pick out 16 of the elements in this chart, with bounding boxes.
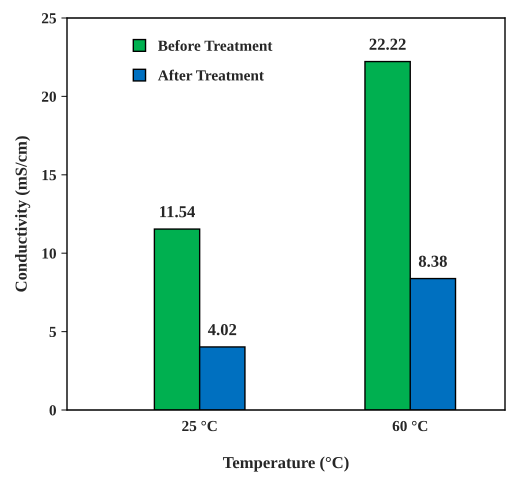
y-tick-label: 0 [50, 405, 56, 416]
data-label: 11.54 [160, 206, 196, 218]
data-label: 22.22 [370, 38, 406, 50]
y-tick-label: 20 [42, 92, 56, 102]
y-tick-label: 5 [50, 326, 56, 338]
legend-label: After Treatment [158, 70, 264, 81]
legend-label: Before Treatment [158, 40, 272, 51]
data-label: 8.38 [418, 256, 447, 267]
data-label: 4.02 [208, 324, 236, 336]
x-tick-label: 25 °C [182, 420, 217, 432]
y-tick-label: 15 [42, 170, 56, 180]
y-tick-label: 10 [42, 248, 56, 259]
x-tick-label: 60 °C [392, 420, 428, 432]
y-tick-label: 25 [42, 13, 56, 24]
x-axis-title: Temperature (°C) [222, 456, 349, 472]
y-axis-title: Conductivity (mS/cm) [15, 136, 30, 292]
